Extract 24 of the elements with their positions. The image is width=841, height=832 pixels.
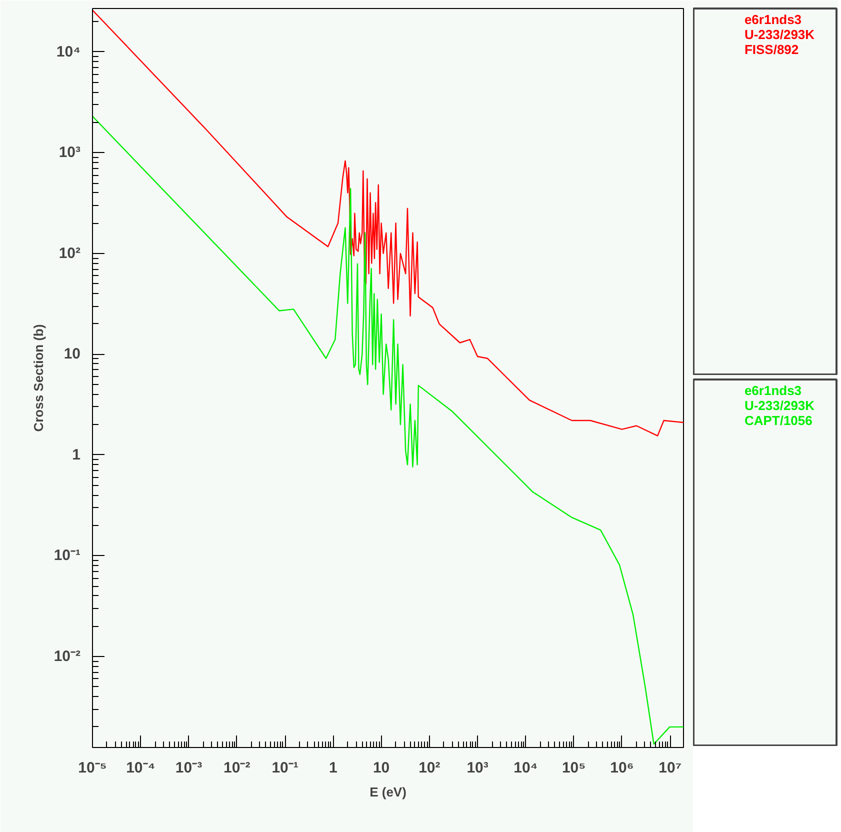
x-tick-label: 10⁻⁴ <box>126 760 156 776</box>
x-axis-title: E (eV) <box>370 784 406 800</box>
x-tick-label: 10⁵ <box>562 760 586 776</box>
x-tick-label: 10⁶ <box>610 760 634 776</box>
x-tick-label: 10 <box>372 760 390 776</box>
x-tick-label: 1 <box>328 760 338 776</box>
x-tick-label: 10⁻² <box>224 760 250 776</box>
y-tick-label: 10² <box>58 244 81 262</box>
y-tick-label: 10⁻² <box>54 648 81 666</box>
x-tick-label: 10³ <box>466 760 488 776</box>
y-tick-label: 10³ <box>58 144 81 162</box>
y-tick-label: 10⁴ <box>56 43 81 60</box>
x-tick-label: 10⁻¹ <box>272 760 298 776</box>
y-axis-title: Cross Section (b) <box>30 324 46 432</box>
x-tick-label: 10⁻⁵ <box>78 760 107 776</box>
y-tick-label: 10 <box>64 346 81 363</box>
x-tick-label: 10⁻³ <box>175 760 202 776</box>
y-tick-label: 10⁻¹ <box>54 547 81 564</box>
text: e6r1nds3 U-233/293K CAPT/1056 <box>744 383 815 428</box>
y-tick-label: 1 <box>72 446 80 464</box>
text: e6r1nds3 U-233/293K FISS/892 <box>744 12 815 57</box>
x-tick-label: 10⁴ <box>514 760 538 776</box>
x-tick-label: 10² <box>418 760 440 776</box>
x-tick-label: 10⁷ <box>658 760 682 776</box>
